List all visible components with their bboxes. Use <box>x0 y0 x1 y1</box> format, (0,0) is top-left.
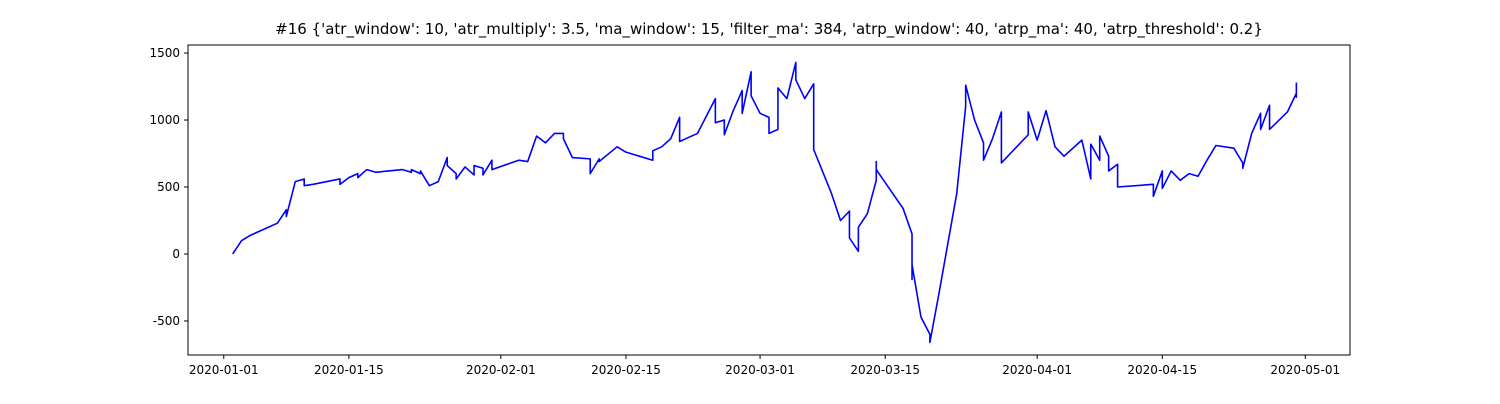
x-tick-label: 2020-03-01 <box>725 363 795 377</box>
x-tick-label: 2020-05-01 <box>1270 363 1340 377</box>
plot-area <box>232 61 1298 344</box>
y-tick-label: -500 <box>153 314 180 328</box>
x-tick-label: 2020-02-15 <box>591 363 661 377</box>
chart-title: #16 {'atr_window': 10, 'atr_multiply': 3… <box>275 20 1263 39</box>
axes-frame <box>187 44 1351 356</box>
x-tick-label: 2020-02-01 <box>466 363 536 377</box>
y-tick-label: 0 <box>172 247 180 261</box>
x-tick-label: 2020-01-01 <box>189 363 259 377</box>
y-tick-label: 1500 <box>149 46 180 60</box>
data-line <box>232 61 1298 344</box>
x-tick-label: 2020-03-15 <box>850 363 920 377</box>
x-tick-label: 2020-04-15 <box>1127 363 1197 377</box>
x-tick-label: 2020-01-15 <box>314 363 384 377</box>
y-tick-label: 1000 <box>149 113 180 127</box>
y-tick-label: 500 <box>157 180 180 194</box>
x-tick-label: 2020-04-01 <box>1002 363 1072 377</box>
